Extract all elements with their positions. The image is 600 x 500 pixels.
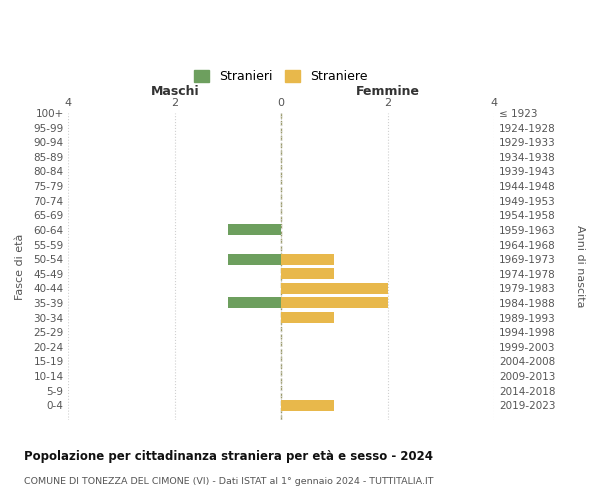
Text: Femmine: Femmine: [356, 84, 419, 98]
Text: Popolazione per cittadinanza straniera per età e sesso - 2024: Popolazione per cittadinanza straniera p…: [24, 450, 433, 463]
Bar: [281, 283, 388, 294]
Y-axis label: Anni di nascita: Anni di nascita: [575, 226, 585, 308]
Bar: [281, 268, 334, 279]
Y-axis label: Fasce di età: Fasce di età: [15, 234, 25, 300]
Bar: [228, 298, 281, 308]
Bar: [228, 224, 281, 235]
Bar: [281, 400, 334, 410]
Bar: [228, 254, 281, 264]
Bar: [281, 254, 334, 264]
Bar: [281, 298, 388, 308]
Text: COMUNE DI TONEZZA DEL CIMONE (VI) - Dati ISTAT al 1° gennaio 2024 - TUTTITALIA.I: COMUNE DI TONEZZA DEL CIMONE (VI) - Dati…: [24, 478, 433, 486]
Text: Maschi: Maschi: [151, 84, 199, 98]
Bar: [281, 312, 334, 323]
Legend: Stranieri, Straniere: Stranieri, Straniere: [188, 64, 374, 90]
